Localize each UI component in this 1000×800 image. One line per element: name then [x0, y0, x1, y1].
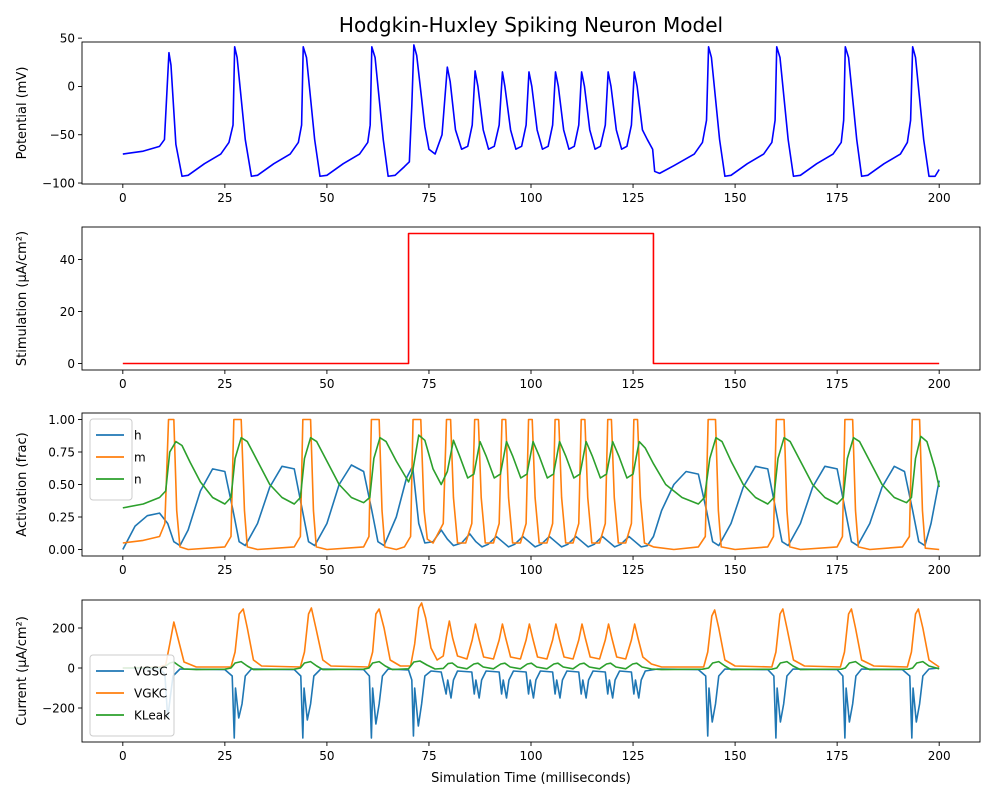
legend-label-h: h	[134, 429, 142, 443]
current-line-kleak	[122, 660, 940, 671]
current-legend: VGSC VGKC KLeak	[89, 654, 175, 737]
legend-label-kleak: KLeak	[134, 709, 170, 723]
current-x-tick-label: 50	[319, 749, 334, 763]
potential-y-tick-label: 50	[60, 31, 75, 45]
potential-x-tick-label: 25	[217, 191, 232, 205]
activation-x-tick-label: 150	[724, 563, 747, 577]
activation-y-axis-label: Activation (frac)	[15, 432, 30, 536]
potential-x-tick-label: 150	[724, 191, 747, 205]
legend-label-vgsc: VGSC	[134, 665, 168, 679]
current-y-axis-label: Current (µA/cm²)	[15, 616, 30, 726]
activation-x-tick-label: 200	[928, 563, 951, 577]
potential-x-tick-label: 175	[826, 191, 849, 205]
potential-x-tick-label: 75	[421, 191, 436, 205]
potential-y-tick-label: −50	[50, 128, 75, 142]
activation-legend-box	[89, 418, 133, 501]
activation-x-tick-label: 100	[520, 563, 543, 577]
stimulation-x-tick-label: 200	[928, 377, 951, 391]
activation-series-group	[122, 418, 940, 551]
stimulation-axes: 0 25 50 75 100 125 150 175 200 0 20 40 Stimulation (…	[15, 226, 981, 391]
stimulation-x-tick-label: 25	[217, 377, 232, 391]
activation-legend: hmn	[89, 418, 146, 501]
activation-x-tick-label: 75	[421, 563, 436, 577]
current-series-group	[122, 602, 940, 739]
stimulation-y-axis-label: Stimulation (µA/cm²)	[15, 231, 30, 366]
activation-y-tick-label: 0.50	[48, 478, 75, 492]
activation-x-tick-label: 25	[217, 563, 232, 577]
stimulation-x-tick-label: 125	[622, 377, 645, 391]
current-x-tick-label: 175	[826, 749, 849, 763]
current-axes: 0 25 50 75 100 125 150 175 200 −200 0 200 Current (µ…	[15, 599, 981, 763]
activation-x-tick-label: 50	[319, 563, 334, 577]
potential-line-series-0	[122, 44, 940, 178]
potential-x-tick-label: 200	[928, 191, 951, 205]
potential-series-group	[122, 44, 940, 178]
current-x-tick-label: 75	[421, 749, 436, 763]
stimulation-y-tick-label: 20	[60, 305, 75, 319]
legend-label-vgkc: VGKC	[134, 687, 167, 701]
activation-line-m	[122, 418, 940, 551]
potential-y-axis-label: Potential (mV)	[15, 67, 30, 160]
activation-y-tick-label: 0.00	[48, 543, 75, 557]
activation-x-tick-label: 175	[826, 563, 849, 577]
current-x-tick-label: 100	[520, 749, 543, 763]
activation-line-n	[122, 434, 940, 509]
potential-x-tick-label: 125	[622, 191, 645, 205]
current-y-tick-label: 200	[52, 621, 75, 635]
panels: 0 25 50 75 100 125 150 175 200−100−50050Potentia…	[15, 31, 981, 763]
activation-y-tick-label: 0.75	[48, 445, 75, 459]
activation-x-tick-label: 0	[119, 563, 127, 577]
current-x-tick-label: 25	[217, 749, 232, 763]
stimulation-x-tick-label: 150	[724, 377, 747, 391]
potential-x-tick-label: 50	[319, 191, 334, 205]
figure-title: Hodgkin-Huxley Spiking Neuron Model	[339, 13, 723, 37]
activation-axes: 0 25 50 75 100 125 150 175 200 0.00 0.25 0.50 0.75 1.…	[15, 412, 981, 577]
stimulation-x-tick-label: 50	[319, 377, 334, 391]
stimulation-y-tick-label: 40	[60, 253, 75, 267]
current-x-tick-label: 0	[119, 749, 127, 763]
current-x-tick-label: 150	[724, 749, 747, 763]
activation-line-h	[122, 464, 940, 550]
stimulation-series-group	[122, 232, 940, 365]
stimulation-line-series-0	[122, 232, 940, 365]
potential-y-tick-label: 0	[67, 80, 75, 94]
potential-y-tick-label: −100	[42, 176, 75, 190]
stimulation-x-tick-label: 0	[119, 377, 127, 391]
stimulation-y-tick-label: 0	[67, 357, 75, 371]
activation-y-tick-label: 0.25	[48, 510, 75, 524]
potential-axes: 0 25 50 75 100 125 150 175 200 −100 −50 0 50 Potentia…	[15, 31, 981, 205]
potential-x-tick-label: 100	[520, 191, 543, 205]
stimulation-x-tick-label: 75	[421, 377, 436, 391]
current-x-tick-label: 200	[928, 749, 951, 763]
stimulation-x-tick-label: 175	[826, 377, 849, 391]
legend-label-n: n	[134, 473, 142, 487]
activation-y-tick-label: 1.00	[48, 413, 75, 427]
current-x-tick-label: 125	[622, 749, 645, 763]
potential-x-tick-label: 0	[119, 191, 127, 205]
activation-x-tick-label: 125	[622, 563, 645, 577]
legend-label-m: m	[134, 451, 146, 465]
current-line-vgsc	[122, 667, 940, 739]
current-y-tick-label: −200	[42, 701, 75, 715]
x-axis-label: Simulation Time (milliseconds)	[431, 771, 631, 786]
stimulation-x-tick-label: 100	[520, 377, 543, 391]
current-line-vgkc	[122, 602, 940, 669]
current-y-tick-label: 0	[67, 661, 75, 675]
